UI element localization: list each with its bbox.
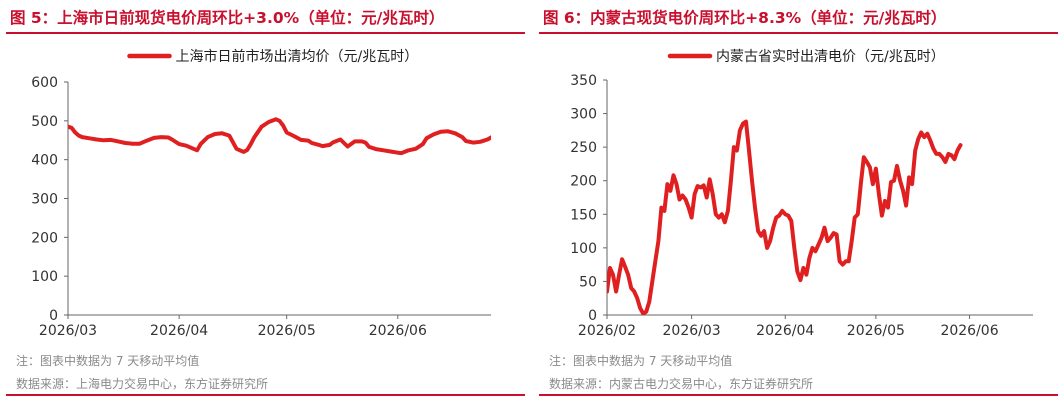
title-rule: [539, 32, 1058, 34]
chart-source: 数据来源：内蒙古电力交易中心，东方证券研究所: [549, 377, 814, 391]
series-line: [607, 119, 963, 315]
x-tick-label: 2026/03: [39, 323, 97, 339]
chart-source: 数据来源：上海电力交易中心，东方证券研究所: [16, 377, 269, 391]
x-tick-label: 2026/04: [756, 323, 814, 339]
y-tick-label: 400: [31, 153, 58, 169]
footer-rule: [6, 394, 525, 396]
legend-label: 上海市日前市场出清均价（元/兆瓦时）: [176, 48, 419, 65]
inner-mongolia-price-chart: 0 50 100 150 200 250 300 350 2026/02 2026/03 2026/…: [570, 49, 1033, 339]
y-tick-label: 0: [588, 308, 597, 324]
legend: 内蒙古省实时出清电价（元/兆瓦时）: [667, 49, 945, 65]
x-tick-label: 2026/02: [578, 323, 636, 339]
y-tick-label: 100: [570, 241, 597, 257]
legend: 上海市日前市场出清均价（元/兆瓦时）: [127, 48, 419, 65]
y-tick-label: 250: [570, 140, 597, 156]
y-tick-label: 200: [570, 174, 597, 190]
series-line: [68, 117, 491, 156]
chart-title: 图 5：上海市日前现货电价周环比+3.0%（单位：元/兆瓦时）: [10, 9, 445, 27]
y-tick-label: 300: [570, 107, 597, 123]
footer-rule: [539, 394, 1058, 396]
x-tick-label: 2026/05: [847, 323, 905, 339]
y-tick-label: 150: [570, 207, 597, 223]
x-tick-label: 2026/04: [150, 323, 208, 339]
legend-label: 内蒙古省实时出清电价（元/兆瓦时）: [716, 49, 945, 65]
y-tick-label: 350: [570, 73, 597, 89]
x-tick-label: 2026/03: [663, 323, 721, 339]
title-rule: [6, 32, 525, 34]
chart-panel-shanghai: 图 5：上海市日前现货电价周环比+3.0%（单位：元/兆瓦时） 0 100 200 3…: [6, 0, 525, 402]
shanghai-price-chart: 0 100 200 300 400 500 600 2026/03 2026/04 2026/05…: [31, 48, 491, 339]
chart-panel-inner-mongolia: 图 6：内蒙古现货电价周环比+8.3%（单位：元/兆瓦时） 0 50 100 150 2…: [539, 0, 1058, 402]
y-tick-label: 300: [31, 192, 58, 208]
chart-note: 注：图表中数据为 7 天移动平均值: [549, 354, 733, 368]
x-tick-label: 2026/05: [258, 323, 316, 339]
chart-title: 图 6：内蒙古现货电价周环比+8.3%（单位：元/兆瓦时）: [543, 9, 947, 27]
y-tick-label: 500: [31, 114, 58, 130]
x-tick-label: 2026/06: [369, 323, 427, 339]
y-tick-label: 50: [579, 274, 597, 290]
y-tick-label: 600: [31, 75, 58, 91]
y-tick-label: 0: [49, 308, 58, 324]
chart-note: 注：图表中数据为 7 天移动平均值: [16, 354, 200, 368]
y-tick-label: 100: [31, 269, 58, 285]
x-tick-label: 2026/06: [940, 323, 998, 339]
y-tick-label: 200: [31, 230, 58, 246]
